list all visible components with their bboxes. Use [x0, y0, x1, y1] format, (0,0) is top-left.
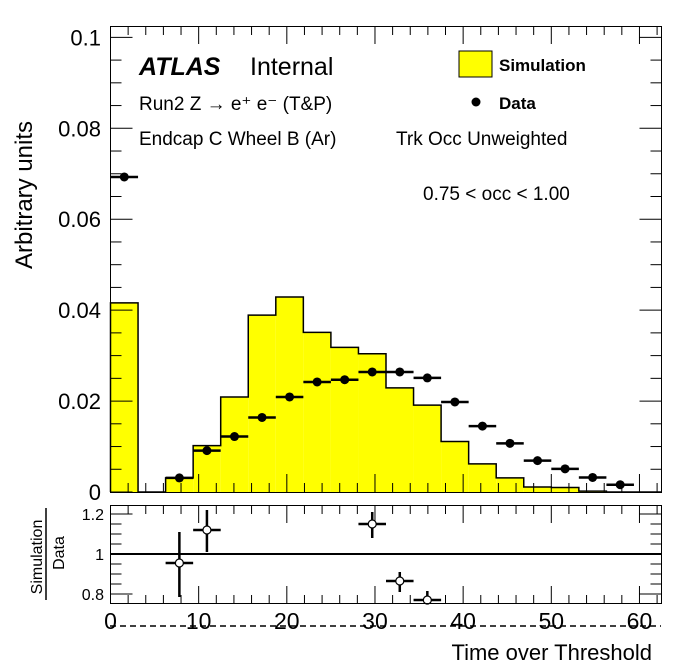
main-y-tick-label: 0.08	[58, 116, 101, 141]
y-axis-label: Arbitrary units	[11, 121, 38, 269]
x-tick-label: 0	[104, 608, 117, 634]
data-point	[422, 373, 432, 383]
main-y-tick-label: 0.02	[58, 389, 101, 414]
simulation-bar	[468, 463, 497, 492]
ratio-point	[395, 576, 405, 586]
data-point	[615, 480, 625, 490]
data-point	[533, 456, 543, 466]
main-plot-frame	[110, 26, 662, 493]
data-point	[477, 421, 487, 431]
data-point	[505, 438, 515, 448]
data-point	[450, 397, 460, 407]
simulation-bar	[220, 396, 249, 492]
x-tick-label: 30	[362, 608, 388, 634]
ratio-x-tick-labels: 0 10 20 30 40 50 60	[104, 608, 652, 634]
legend-simulation-label: Simulation	[499, 56, 586, 75]
simulation-bar	[358, 353, 386, 492]
main-y-tick-label: 0.1	[70, 25, 101, 50]
simulation-bar	[413, 405, 442, 492]
legend-simulation-swatch	[458, 50, 493, 78]
ratio-y-label-numerator: Simulation	[29, 520, 46, 595]
ratio-point	[422, 595, 432, 605]
x-tick-label: 20	[274, 608, 300, 634]
atlas-status-label: Internal	[250, 53, 333, 81]
simulation-bar	[165, 477, 194, 492]
simulation-bar	[303, 332, 331, 492]
x-tick-label: 40	[450, 608, 476, 634]
ratio-y-tick-labels: 0.8 1 1.2	[82, 507, 104, 604]
simulation-bar	[330, 347, 359, 492]
simulation-bar	[551, 487, 579, 492]
simulation-bar	[386, 387, 414, 492]
main-axis-ticks	[110, 26, 662, 493]
simulation-bar	[496, 477, 524, 492]
simulation-bar	[248, 315, 276, 492]
ratio-point	[174, 558, 184, 568]
ratio-axis-ticks	[110, 505, 662, 604]
main-y-tick-label: 0.04	[58, 298, 101, 323]
ratio-y-tick-label: 0.8	[82, 587, 104, 604]
data-point	[340, 375, 350, 385]
ratio-plot-frame	[110, 505, 662, 604]
data-point	[229, 432, 239, 442]
legend-data-label: Data	[499, 94, 536, 113]
x-tick-label: 60	[627, 608, 653, 634]
data-point	[202, 446, 212, 456]
weighting-label: Trk Occ Unweighted	[396, 129, 567, 150]
ratio-points	[165, 510, 442, 605]
simulation-histogram	[109, 296, 662, 493]
ratio-point	[202, 525, 212, 535]
atlas-label: ATLAS	[138, 53, 221, 81]
data-point	[257, 412, 267, 422]
ratio-y-label-denominator: Data	[51, 536, 68, 570]
data-point	[560, 464, 570, 474]
simulation-bar	[523, 486, 552, 492]
data-points	[110, 172, 634, 490]
main-y-tick-label: 0.06	[58, 207, 101, 232]
simulation-bar	[110, 302, 139, 492]
x-axis-label: Time over Threshold	[451, 640, 652, 665]
x-tick-label: 50	[539, 608, 565, 634]
main-y-tick-label: 0	[89, 480, 101, 505]
ratio-y-tick-label: 1.2	[82, 507, 104, 524]
legend-data-marker	[471, 97, 481, 107]
main-y-tick-labels: 0 0.02 0.04 0.06 0.08 0.1	[58, 25, 101, 505]
region-label: Endcap C Wheel B (Ar)	[139, 129, 336, 150]
data-point	[312, 377, 322, 387]
ratio-y-axis-label: Simulation Data	[29, 508, 68, 600]
process-label: Run2 Z → e⁺ e⁻ (T&P)	[139, 94, 332, 115]
occupancy-range-label: 0.75 < occ < 1.00	[423, 184, 570, 205]
data-point	[395, 367, 405, 377]
ratio-point	[367, 519, 377, 529]
ratio-y-tick-label: 1	[95, 547, 104, 564]
data-point	[367, 367, 377, 377]
data-point	[588, 472, 598, 482]
x-tick-label: 10	[186, 608, 212, 634]
data-point	[285, 392, 295, 402]
data-point	[174, 473, 184, 483]
data-point	[119, 172, 129, 182]
